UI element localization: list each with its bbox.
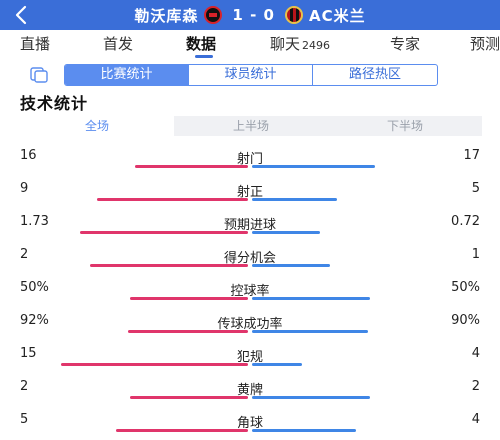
- home-stat-value: 50%: [20, 280, 49, 295]
- stat-name: 预期进球: [223, 218, 276, 233]
- away-stat-bar: [252, 198, 337, 201]
- away-stat-value: 50%: [451, 280, 480, 295]
- tab-label: 数据: [186, 35, 217, 53]
- half-second-half[interactable]: 下半场: [386, 119, 423, 133]
- home-stat-value: 1.73: [20, 214, 49, 229]
- chevron-left-icon: [15, 5, 27, 25]
- away-stat-value: 4: [471, 346, 480, 361]
- half-selector: 全场 上半场 下半场: [20, 116, 482, 136]
- section-title: 技术统计: [20, 94, 89, 113]
- stat-name: 犯规: [236, 350, 263, 365]
- stat-name: 射门: [236, 152, 263, 167]
- home-stat-value: 2: [20, 247, 29, 262]
- away-stat-bar: [252, 297, 370, 300]
- stats-subtabs: 比赛统计 球员统计 路径热区: [64, 64, 438, 86]
- away-stat-value: 1: [471, 247, 480, 262]
- stat-row: 15 犯规 4: [0, 338, 500, 368]
- tab-label: 直播: [20, 35, 51, 53]
- subtab-heatmap[interactable]: 路径热区: [348, 67, 401, 82]
- home-stat-bar: [135, 165, 248, 168]
- stat-row: 92% 传球成功率 90%: [0, 305, 500, 335]
- match-score: 1 - 0: [232, 6, 275, 24]
- stat-row: 9 射正 5: [0, 173, 500, 203]
- stat-name: 得分机会: [223, 251, 276, 266]
- away-stat-value: 2: [471, 379, 480, 394]
- stat-name: 黄牌: [236, 383, 263, 398]
- tab-predict[interactable]: 预测: [470, 33, 500, 54]
- away-team-name: AC米兰: [308, 6, 366, 25]
- chat-count: 2496: [302, 39, 331, 52]
- tab-experts[interactable]: 专家: [390, 33, 420, 54]
- stat-row: 16 射门 17: [0, 140, 500, 170]
- tab-label: 专家: [390, 35, 421, 53]
- stat-row: 5 角球 4: [0, 404, 500, 434]
- half-first-half[interactable]: 上半场: [232, 119, 269, 133]
- home-stat-bar: [128, 330, 248, 333]
- match-title: 勒沃库森 1 - 0 AC米兰: [0, 0, 500, 30]
- home-stat-bar: [80, 231, 248, 234]
- away-stat-bar: [252, 363, 302, 366]
- tab-lineup[interactable]: 首发: [103, 33, 133, 54]
- away-stat-bar: [252, 396, 370, 399]
- stat-name: 角球: [236, 416, 263, 431]
- home-team-logo-icon: [204, 6, 223, 24]
- tab-live[interactable]: 直播: [20, 33, 50, 54]
- away-stat-bar: [252, 231, 320, 234]
- home-stat-bar: [130, 396, 248, 399]
- home-stat-bar: [61, 363, 248, 366]
- active-tab-indicator: [195, 55, 213, 58]
- home-stat-bar: [97, 198, 248, 201]
- tab-label: 首发: [103, 35, 134, 53]
- home-stat-value: 16: [20, 148, 37, 163]
- home-stat-value: 92%: [20, 313, 49, 328]
- match-header: 勒沃库森 1 - 0 AC米兰: [0, 0, 500, 30]
- tab-chat[interactable]: 聊天 2496: [270, 33, 330, 54]
- stat-name: 传球成功率: [217, 317, 283, 332]
- stat-row: 2 黄牌 2: [0, 371, 500, 401]
- home-team-name: 勒沃库森: [134, 6, 199, 25]
- stat-row: 1.73 预期进球 0.72: [0, 206, 500, 236]
- tab-data[interactable]: 数据: [186, 33, 216, 54]
- home-stat-value: 2: [20, 379, 29, 394]
- stat-row: 2 得分机会 1: [0, 239, 500, 269]
- away-stat-bar: [252, 165, 375, 168]
- away-stat-value: 0.72: [451, 214, 480, 229]
- stat-name: 控球率: [230, 284, 270, 299]
- home-stat-bar: [130, 297, 248, 300]
- subtab-player-stats[interactable]: 球员统计: [189, 65, 313, 85]
- subtab-match-stats[interactable]: 比赛统计: [65, 65, 189, 85]
- away-stat-bar: [252, 330, 368, 333]
- away-stat-bar: [252, 429, 356, 432]
- stats-chart-icon[interactable]: [30, 67, 48, 83]
- away-stat-value: 17: [463, 148, 480, 163]
- tab-label: 预测: [470, 35, 500, 53]
- home-stat-value: 9: [20, 181, 29, 196]
- away-stat-value: 4: [471, 412, 480, 427]
- stat-row: 50% 控球率 50%: [0, 272, 500, 302]
- main-tabs: 直播 首发 数据 聊天 2496 专家 预测: [0, 30, 500, 58]
- home-stat-bar: [90, 264, 248, 267]
- away-stat-value: 5: [471, 181, 480, 196]
- home-stat-value: 15: [20, 346, 37, 361]
- away-team-logo-icon: [284, 6, 303, 24]
- half-full-match[interactable]: 全场: [20, 116, 174, 136]
- tab-label: 聊天: [270, 35, 301, 53]
- away-stat-value: 90%: [451, 313, 480, 328]
- back-button[interactable]: [12, 4, 32, 26]
- away-stat-bar: [252, 264, 330, 267]
- home-stat-value: 5: [20, 412, 29, 427]
- stat-name: 射正: [236, 185, 263, 200]
- home-stat-bar: [116, 429, 248, 432]
